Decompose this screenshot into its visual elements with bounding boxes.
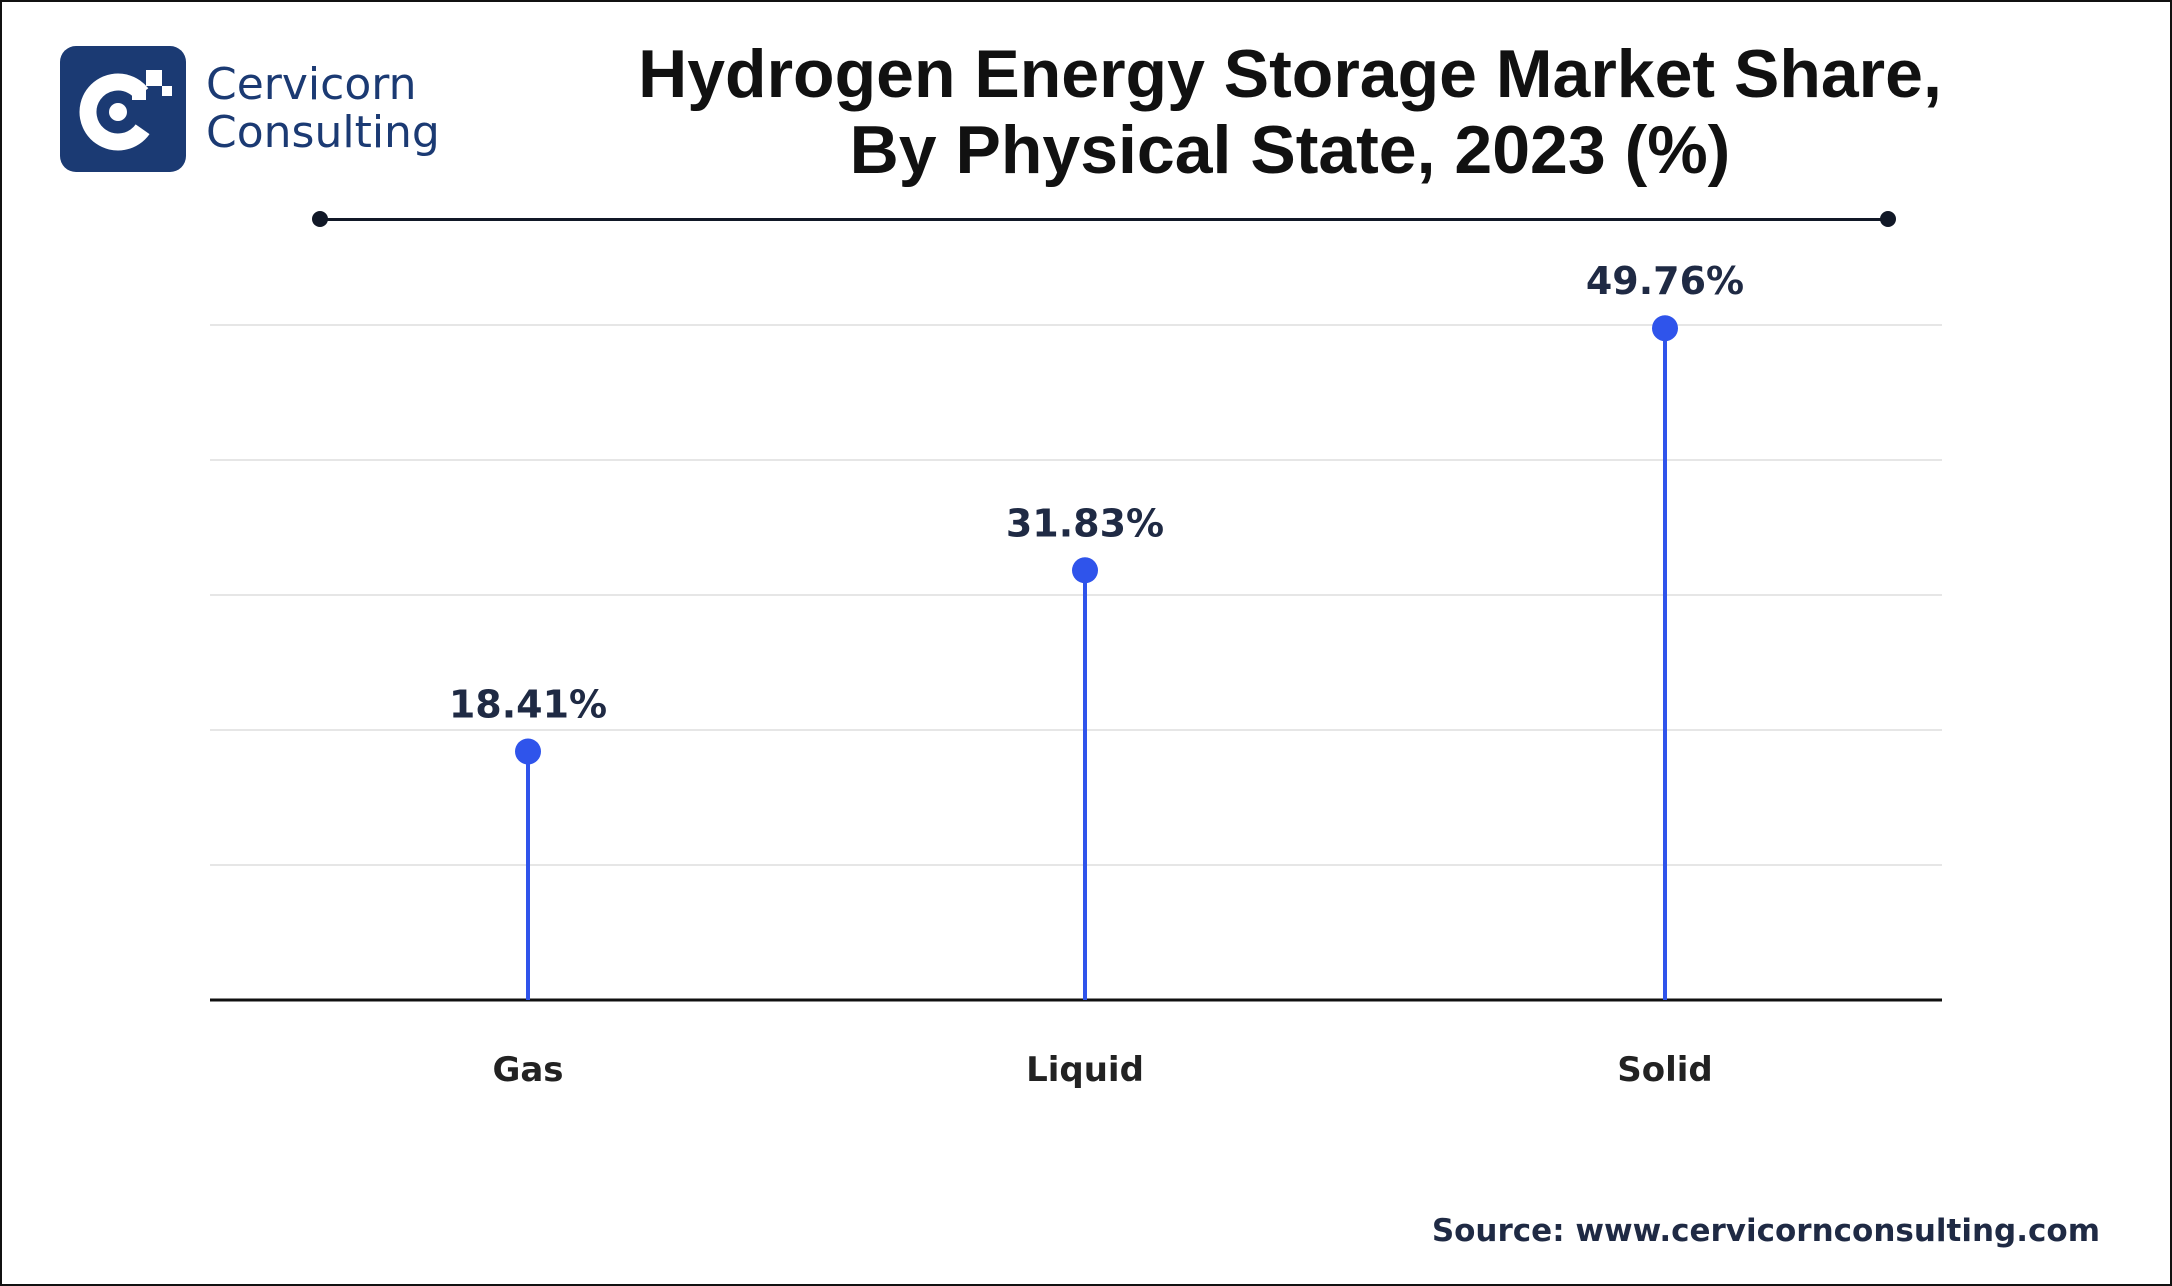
- x-tick-label: Liquid: [1026, 1050, 1144, 1090]
- brand-logo: Cervicorn Consulting: [60, 46, 440, 172]
- x-tick-label: Gas: [492, 1050, 563, 1090]
- chart-title-line1: Hydrogen Energy Storage Market Share,: [638, 36, 1942, 112]
- title-divider: [318, 218, 1890, 221]
- data-label: 31.83%: [1006, 501, 1164, 545]
- brand-name-line2: Consulting: [206, 107, 440, 158]
- brand-name-line1: Cervicorn: [206, 59, 417, 110]
- divider-right-dot: [1880, 211, 1896, 227]
- data-label: 49.76%: [1586, 259, 1744, 303]
- cervicorn-c-logo-icon: [60, 46, 186, 172]
- data-label: 18.41%: [449, 682, 607, 726]
- source-note: Source: www.cervicornconsulting.com: [1431, 1213, 2100, 1249]
- lollipop-marker: [515, 738, 541, 765]
- x-tick-label: Solid: [1617, 1050, 1713, 1090]
- chart-title-line2: By Physical State, 2023 (%): [849, 112, 1731, 188]
- lollipop-marker: [1652, 315, 1678, 342]
- brand-name: Cervicorn Consulting: [206, 61, 440, 157]
- divider-left-dot: [312, 211, 328, 227]
- lollipop-marker: [1072, 557, 1098, 584]
- chart-title: Hydrogen Energy Storage Market Share, By…: [560, 36, 2020, 188]
